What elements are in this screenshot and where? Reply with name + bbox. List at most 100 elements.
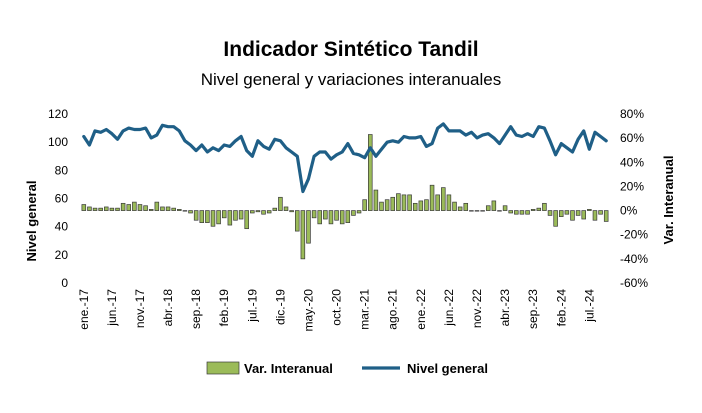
bar-var-interanual — [424, 199, 429, 211]
bar-var-interanual — [126, 204, 132, 211]
right-tick-label: -60% — [620, 276, 648, 290]
bar-var-interanual — [334, 210, 339, 221]
bar-var-interanual — [216, 210, 221, 225]
bar-var-interanual — [92, 207, 98, 211]
bar-var-interanual — [379, 201, 384, 211]
x-tick-label: may.-20 — [301, 289, 315, 332]
bar-var-interanual — [115, 207, 120, 211]
bar-var-interanual — [177, 209, 182, 211]
bar-var-interanual — [497, 210, 502, 212]
bar-var-interanual — [603, 210, 609, 222]
bar-var-interanual — [474, 210, 480, 212]
bar-var-interanual — [469, 210, 474, 212]
right-axis-title: Var. Interanual — [661, 156, 676, 245]
x-tick-label: abr.-18 — [161, 289, 175, 327]
x-tick-label: ene.-17 — [77, 289, 91, 330]
bar-var-interanual — [564, 210, 570, 215]
x-tick-label: ago.-21 — [386, 289, 400, 330]
bar-var-interanual — [244, 210, 249, 230]
x-tick-label: jul.-19 — [245, 289, 259, 323]
bar-var-interanual — [390, 196, 396, 211]
bar-var-interanual — [575, 210, 581, 216]
bar-var-interanual — [300, 210, 306, 260]
chart-title: Indicador Sintético Tandil — [223, 38, 479, 61]
bar-var-interanual — [81, 204, 87, 211]
left-tick-label: 20 — [55, 248, 69, 262]
bar-var-interanual — [132, 201, 137, 211]
left-tick-label: 60 — [55, 192, 69, 206]
bar-var-interanual — [452, 201, 457, 211]
bar-var-interanual — [418, 200, 424, 211]
bar-var-interanual — [429, 184, 435, 211]
bar-var-interanual — [233, 210, 238, 221]
bar-var-interanual — [109, 207, 115, 211]
x-tick-label: nov.-22 — [470, 289, 484, 328]
right-tick-label: -40% — [620, 252, 648, 266]
bar-var-interanual — [581, 210, 586, 220]
left-tick-label: 0 — [61, 276, 68, 290]
bar-var-interanual — [502, 205, 508, 211]
bar-var-interanual — [592, 210, 598, 221]
right-tick-label: 80% — [620, 107, 644, 121]
left-tick-label: 120 — [48, 107, 68, 121]
left-tick-label: 100 — [48, 135, 68, 149]
bar-var-interanual — [356, 210, 362, 214]
bar-var-interanual — [148, 209, 154, 211]
bar-var-interanual — [261, 210, 266, 215]
bar-var-interanual — [553, 210, 558, 227]
x-tick-label: abr.-23 — [498, 289, 512, 327]
bar-var-interanual — [250, 210, 255, 214]
bar-var-interanual — [199, 210, 205, 223]
bar-var-interanual — [558, 210, 564, 217]
chart-subtitle: Nivel general y variaciones interanuales — [200, 70, 502, 89]
right-tick-label: 60% — [620, 131, 644, 145]
bar-var-interanual — [306, 210, 311, 244]
bar-var-interanual — [396, 193, 401, 211]
left-axis-title: Nivel general — [24, 181, 39, 262]
bar-var-interanual — [311, 210, 317, 219]
x-tick-label: feb.-19 — [217, 289, 231, 327]
x-tick-label: mar.-21 — [358, 289, 372, 330]
bar-var-interanual — [441, 187, 446, 211]
bar-var-interanual — [485, 205, 491, 211]
bar-var-interanual — [171, 207, 176, 211]
bar-var-interanual — [160, 206, 165, 211]
bar-var-interanual — [120, 202, 126, 211]
left-tick-label: 40 — [55, 220, 69, 234]
bar-var-interanual — [205, 210, 210, 223]
bar-var-interanual — [278, 196, 283, 211]
bar-var-interanual — [587, 209, 592, 211]
bar-var-interanual — [401, 194, 407, 211]
right-tick-label: 40% — [620, 155, 644, 169]
bar-var-interanual — [368, 134, 373, 211]
bar-var-interanual — [530, 209, 536, 211]
left-tick-label: 80 — [55, 163, 69, 177]
bar-var-interanual — [98, 207, 103, 211]
bar-var-interanual — [210, 210, 216, 227]
bar-var-interanual — [463, 202, 469, 211]
bar-var-interanual — [154, 201, 160, 211]
bar-var-interanual — [188, 210, 193, 214]
line-nivel-general — [82, 122, 608, 194]
x-tick-label: oct.-20 — [330, 289, 344, 326]
bar-var-interanual — [221, 210, 227, 219]
bar-var-interanual — [255, 210, 261, 213]
x-tick-label: jun.-17 — [105, 289, 119, 327]
bar-var-interanual — [351, 210, 356, 216]
bar-var-interanual — [193, 210, 199, 221]
right-tick-label: 20% — [620, 179, 644, 193]
x-tick-label: sep.-23 — [526, 289, 540, 329]
right-tick-label: 0% — [620, 204, 638, 218]
bar-var-interanual — [317, 210, 322, 225]
bar-var-interanual — [328, 210, 334, 225]
legend-label: Var. Interanual — [244, 361, 333, 376]
bar-var-interanual — [323, 210, 328, 220]
bar-var-interanual — [519, 210, 525, 215]
bar-var-interanual — [266, 210, 272, 214]
bar-var-interanual — [547, 210, 553, 216]
legend-bar-swatch — [206, 361, 240, 375]
bar-var-interanual — [491, 200, 497, 211]
bar-var-interanual — [525, 210, 530, 215]
